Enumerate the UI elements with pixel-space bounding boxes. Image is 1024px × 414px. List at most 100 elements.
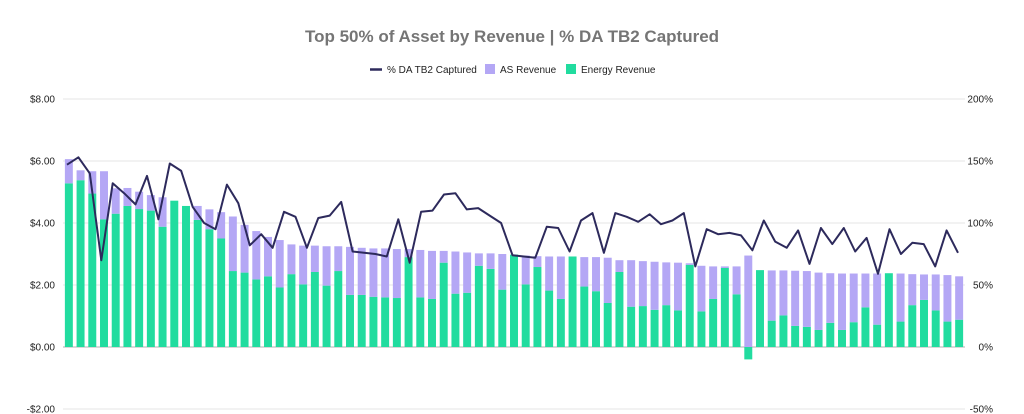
energy-bar xyxy=(170,200,179,347)
as-bar xyxy=(603,257,612,303)
as-bar xyxy=(64,159,73,184)
legend: % DA TB2 Captured AS Revenue Energy Reve… xyxy=(370,64,656,76)
energy-bar xyxy=(767,320,776,347)
energy-bar xyxy=(556,298,565,347)
legend-label-line: % DA TB2 Captured xyxy=(387,65,477,76)
legend-label-energy: Energy Revenue xyxy=(581,65,656,76)
as-bar xyxy=(146,195,155,211)
energy-bar xyxy=(568,256,577,347)
as-bar xyxy=(439,250,448,263)
as-bar xyxy=(896,273,905,322)
bar-series xyxy=(64,159,964,360)
as-bar xyxy=(943,275,952,322)
energy-bar xyxy=(697,311,706,347)
as-bar xyxy=(920,274,928,300)
as-bar xyxy=(486,253,495,269)
as-bar xyxy=(814,272,823,330)
as-bar xyxy=(545,256,554,291)
right-tick-label: 50% xyxy=(973,281,993,292)
energy-bar xyxy=(146,210,155,347)
as-bar xyxy=(908,274,917,306)
as-bar xyxy=(299,245,308,285)
as-bar xyxy=(310,245,319,272)
as-bar xyxy=(240,224,249,273)
energy-bar xyxy=(826,322,835,347)
as-bar xyxy=(88,171,97,194)
energy-bar xyxy=(193,219,202,347)
left-tick-label: $0.00 xyxy=(30,343,55,354)
energy-bar xyxy=(756,270,764,347)
as-bar xyxy=(615,260,624,272)
energy-bar xyxy=(451,293,460,347)
energy-bar xyxy=(674,310,682,347)
as-bar xyxy=(638,261,647,307)
energy-bar xyxy=(861,307,870,347)
energy-bar xyxy=(884,273,893,347)
as-bar xyxy=(322,246,331,286)
energy-bar xyxy=(943,321,952,347)
as-bar xyxy=(720,266,729,268)
energy-bar xyxy=(732,294,741,347)
as-bar xyxy=(217,212,226,239)
as-bar xyxy=(521,255,530,285)
energy-bar xyxy=(275,287,284,347)
energy-bar xyxy=(580,286,589,347)
as-bar xyxy=(533,256,542,268)
as-bar xyxy=(685,263,694,265)
as-bar xyxy=(357,247,366,295)
energy-bar xyxy=(182,205,190,347)
as-bar xyxy=(767,270,776,321)
as-bar xyxy=(474,253,483,266)
energy-bar xyxy=(158,226,167,347)
energy-bar xyxy=(627,306,636,347)
energy-bar xyxy=(416,297,425,347)
energy-bar xyxy=(346,294,354,347)
as-bar xyxy=(451,251,460,294)
energy-bar xyxy=(299,284,308,347)
energy-bar xyxy=(264,276,272,347)
as-bar xyxy=(404,249,413,258)
energy-bar xyxy=(439,262,448,347)
chart-title: Top 50% of Asset by Revenue | % DA TB2 C… xyxy=(305,27,719,46)
left-tick-label: $8.00 xyxy=(30,95,55,106)
as-bar xyxy=(802,271,811,327)
energy-bar xyxy=(685,264,694,347)
energy-bar xyxy=(135,209,144,347)
energy-bar xyxy=(802,326,811,347)
right-tick-label: 0% xyxy=(979,343,994,354)
energy-bar xyxy=(920,299,928,347)
energy-bar xyxy=(650,309,659,347)
left-tick-label: $2.00 xyxy=(30,281,55,292)
energy-bar xyxy=(100,219,108,347)
energy-bar xyxy=(955,319,964,347)
as-bar xyxy=(264,236,272,277)
as-bar xyxy=(732,266,741,295)
legend-swatch-energy xyxy=(566,64,576,74)
energy-bar xyxy=(486,268,495,347)
as-bar xyxy=(955,276,964,320)
as-bar xyxy=(381,248,390,298)
energy-bar xyxy=(357,294,366,347)
energy-bar xyxy=(217,238,226,347)
as-bar xyxy=(334,246,343,272)
as-bar xyxy=(697,265,706,312)
right-tick-label: 200% xyxy=(967,95,993,106)
as-bar xyxy=(346,246,354,295)
as-bar xyxy=(228,216,237,272)
as-bar xyxy=(287,244,296,275)
energy-bar xyxy=(252,279,261,347)
as-bar xyxy=(849,273,858,323)
as-bar xyxy=(111,188,120,214)
energy-bar xyxy=(603,302,612,347)
as-bar xyxy=(76,170,85,181)
energy-bar xyxy=(873,324,882,347)
as-bar xyxy=(392,249,401,299)
as-bar xyxy=(674,262,682,311)
right-tick-label: 100% xyxy=(967,219,993,230)
energy-bar xyxy=(533,267,542,347)
as-bar xyxy=(709,266,718,299)
energy-bar xyxy=(510,254,518,347)
energy-bar xyxy=(814,329,823,347)
as-bar xyxy=(779,270,788,316)
